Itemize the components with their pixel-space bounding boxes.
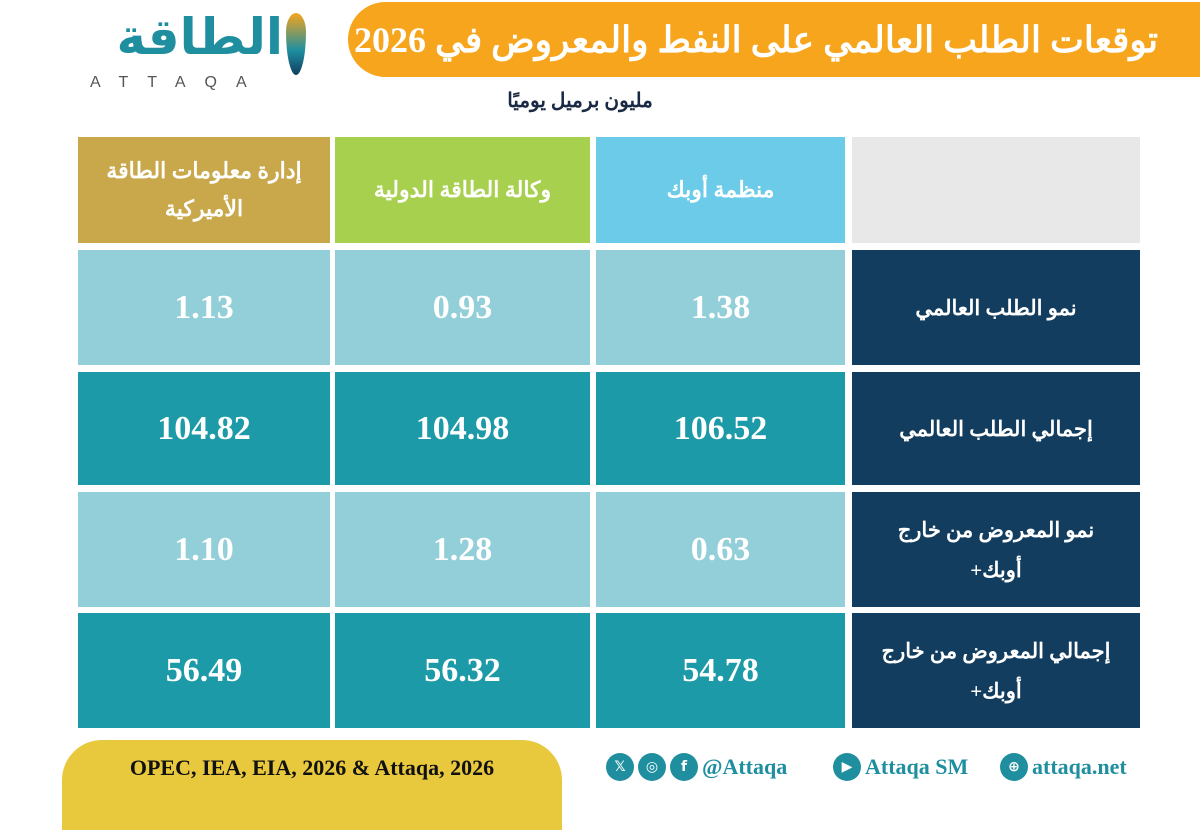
table-cell: 54.78 [596, 613, 845, 728]
table-cell: 1.28 [335, 492, 590, 607]
row-label: إجمالي الطلب العالمي [852, 372, 1140, 485]
column-header-iea: وكالة الطاقة الدولية [335, 137, 590, 243]
social-handle-text[interactable]: @Attaqa [702, 754, 788, 779]
table-cell: 1.38 [596, 250, 845, 365]
table-cell: 56.49 [78, 613, 330, 728]
facebook-icon[interactable]: f [670, 753, 698, 781]
table-cell: 0.93 [335, 250, 590, 365]
table-cell: 106.52 [596, 372, 845, 485]
sources: OPEC, IEA, EIA, 2026 & Attaqa, 2026 [129, 755, 495, 780]
globe-icon[interactable]: ⊕ [1000, 753, 1028, 781]
table-cell: 1.10 [78, 492, 330, 607]
social-handle[interactable]: 𝕏 ◎ f @Attaqa [606, 753, 787, 781]
instagram-icon[interactable]: ◎ [638, 753, 666, 781]
row-label: نمو الطلب العالمي [852, 250, 1140, 365]
page-title: توقعات الطلب العالمي على النفط والمعروض … [353, 19, 1158, 60]
table-cell: 104.98 [335, 372, 590, 485]
table-cell: 56.32 [335, 613, 590, 728]
website-link[interactable]: ⊕ attaqa.net [1000, 753, 1127, 781]
logo: الطاقة ATTAQA [78, 8, 306, 103]
column-header-eia: إدارة معلومات الطاقة الأميركية [78, 137, 330, 243]
youtube-text[interactable]: Attaqa SM [865, 754, 969, 779]
table-cell: 0.63 [596, 492, 845, 607]
corner-cell [852, 137, 1140, 243]
logo-english: ATTAQA [90, 74, 266, 91]
youtube-icon[interactable]: ▶ [833, 753, 861, 781]
footer-band [62, 740, 562, 830]
table-cell: 1.13 [78, 250, 330, 365]
logo-drop-icon [286, 13, 306, 75]
logo-arabic: الطاقة [116, 8, 283, 66]
youtube-link[interactable]: ▶ Attaqa SM [833, 753, 968, 781]
table-cell: 104.82 [78, 372, 330, 485]
title-bar: توقعات الطلب العالمي على النفط والمعروض … [348, 2, 1200, 77]
row-label: إجمالي المعروض من خارج أوبك+ [852, 613, 1140, 728]
x-icon[interactable]: 𝕏 [606, 753, 634, 781]
website-text[interactable]: attaqa.net [1032, 754, 1127, 779]
row-label: نمو المعروض من خارج أوبك+ [852, 492, 1140, 607]
column-header-opec: منظمة أوبك [596, 137, 845, 243]
unit-label: مليون برميل يوميًا [507, 90, 653, 112]
